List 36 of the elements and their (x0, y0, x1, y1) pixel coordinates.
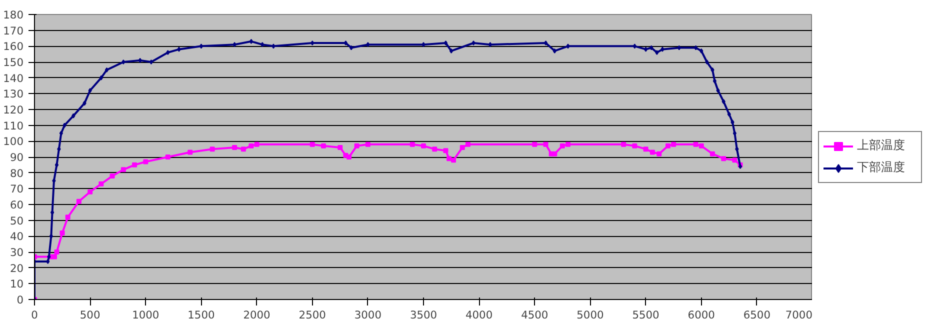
x-tick-label: 5000 (576, 308, 604, 322)
y-tick-label: 160 (3, 40, 24, 54)
y-tick-label: 110 (3, 119, 24, 132)
y-tick-label: 140 (3, 72, 24, 85)
y-tick-label: 70 (10, 182, 24, 196)
legend-label: 下部温度 (857, 159, 906, 176)
y-tick-label: 50 (10, 214, 24, 228)
x-tick-label: 4000 (466, 308, 493, 322)
y-tick-label: 120 (3, 104, 24, 116)
legend-label: 上部温度 (857, 137, 906, 154)
y-tick-label: 20 (10, 262, 24, 275)
y-tick-label: 80 (10, 166, 24, 180)
x-tick-label: 3500 (410, 308, 438, 322)
x-tick-label: 4500 (521, 308, 548, 322)
y-tick-label: 130 (3, 88, 24, 101)
x-tick-label: 500 (80, 308, 100, 322)
x-tick-label: 2000 (243, 308, 271, 322)
x-tick-label: 3000 (354, 308, 382, 322)
x-tick-label: 2500 (298, 308, 326, 322)
x-tick-label: 6000 (688, 308, 716, 322)
x-tick-label: 0 (31, 308, 38, 322)
y-tick-label: 40 (10, 230, 24, 244)
y-tick-label: 170 (3, 24, 24, 38)
y-tick-label: 100 (3, 135, 24, 148)
x-tick-label: 1500 (188, 308, 215, 322)
y-tick-label: 0 (16, 294, 24, 306)
x-tick-label: 5500 (632, 308, 660, 322)
y-tick-label: 90 (10, 151, 24, 164)
y-tick-label: 10 (10, 278, 24, 291)
x-tick-label: 7000 (785, 308, 813, 322)
x-tick-label: 1000 (132, 308, 160, 322)
y-tick-label: 30 (10, 246, 24, 259)
x-tick-label: 6500 (743, 308, 771, 322)
y-tick-label: 60 (10, 198, 24, 212)
y-tick-label: 180 (3, 8, 24, 22)
y-tick-label: 150 (3, 56, 24, 69)
